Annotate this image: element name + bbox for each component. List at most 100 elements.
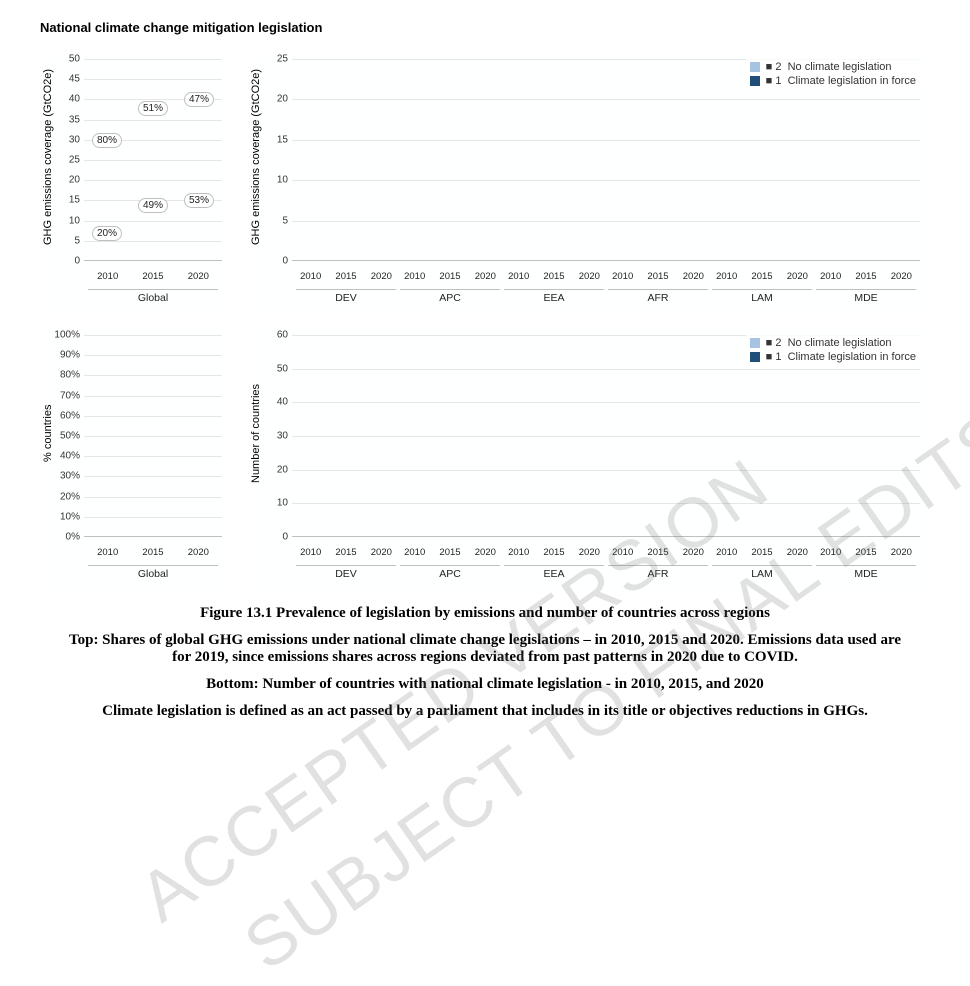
caption-line-3: Bottom: Number of countries with nationa…	[60, 676, 910, 693]
y-tick-label: 40	[277, 397, 288, 408]
y-tick-label: 100%	[54, 330, 80, 341]
bar-annotation: 80%	[92, 133, 122, 148]
x-tick-label: 2020	[887, 547, 916, 563]
region-label: DEV	[296, 289, 396, 307]
region-label: MDE	[816, 565, 916, 583]
x-tick-label: 2015	[851, 271, 880, 287]
bar-annotation: 49%	[138, 198, 168, 213]
region-label: APC	[400, 289, 500, 307]
y-tick-label: 70%	[60, 390, 80, 401]
region-label: LAM	[712, 565, 812, 583]
y-axis-label: GHG emissions coverage (GtCO2e)	[42, 53, 56, 261]
x-tick-label: 2015	[539, 271, 568, 287]
region-label: AFR	[608, 565, 708, 583]
x-tick-label: 2020	[679, 547, 708, 563]
y-tick-label: 50%	[60, 431, 80, 442]
x-tick-label: 2015	[747, 271, 776, 287]
y-tick-label: 0	[74, 256, 80, 267]
y-tick-label: 30	[69, 134, 80, 145]
y-axis-label: % countries	[42, 329, 56, 537]
x-tick-label: 2015	[435, 547, 464, 563]
region-label: Global	[88, 289, 218, 307]
region-label: DEV	[296, 565, 396, 583]
caption-line-1: Figure 13.1 Prevalence of legislation by…	[60, 605, 910, 622]
y-tick-label: 90%	[60, 350, 80, 361]
y-tick-label: 10	[277, 175, 288, 186]
region-label: AFR	[608, 289, 708, 307]
figure-caption: Figure 13.1 Prevalence of legislation by…	[40, 605, 930, 720]
x-tick-label: 2020	[783, 271, 812, 287]
region-label: MDE	[816, 289, 916, 307]
x-tick-label: 2020	[471, 547, 500, 563]
region-label: LAM	[712, 289, 812, 307]
x-tick-label: 2010	[504, 547, 533, 563]
y-tick-label: 40%	[60, 451, 80, 462]
x-tick-label: 2010	[608, 271, 637, 287]
bar-annotation: 47%	[184, 92, 214, 107]
x-tick-label: 2010	[816, 547, 845, 563]
y-tick-label: 20%	[60, 491, 80, 502]
chart-legend: ■ 2 No climate legislation■ 1 Climate le…	[746, 335, 920, 367]
y-tick-label: 50	[277, 363, 288, 374]
region-label: EEA	[504, 289, 604, 307]
x-tick-label: 2020	[179, 547, 218, 563]
y-tick-label: 30	[277, 431, 288, 442]
x-tick-label: 2015	[747, 547, 776, 563]
x-tick-label: 2010	[712, 547, 741, 563]
x-tick-label: 2015	[643, 271, 672, 287]
figure-title: National climate change mitigation legis…	[40, 20, 930, 35]
y-tick-label: 10	[69, 215, 80, 226]
y-axis-label: Number of countries	[250, 329, 264, 537]
x-tick-label: 2015	[539, 547, 568, 563]
bottom-row: % countries0%10%20%30%40%50%60%70%80%90%…	[40, 329, 930, 589]
x-tick-label: 2015	[133, 547, 172, 563]
y-tick-label: 20	[69, 175, 80, 186]
x-tick-label: 2010	[88, 547, 127, 563]
x-tick-label: 2010	[712, 271, 741, 287]
x-tick-label: 2015	[331, 271, 360, 287]
caption-line-2: Top: Shares of global GHG emissions unde…	[60, 632, 910, 666]
y-tick-label: 15	[277, 134, 288, 145]
x-tick-label: 2020	[367, 547, 396, 563]
y-tick-label: 10%	[60, 511, 80, 522]
x-tick-label: 2010	[608, 547, 637, 563]
y-tick-label: 20	[277, 464, 288, 475]
x-tick-label: 2020	[887, 271, 916, 287]
y-tick-label: 45	[69, 74, 80, 85]
x-tick-label: 2015	[643, 547, 672, 563]
y-tick-label: 10	[277, 498, 288, 509]
x-tick-label: 2020	[575, 547, 604, 563]
x-tick-label: 2010	[296, 271, 325, 287]
y-axis-label: GHG emissions coverage (GtCO2e)	[250, 53, 264, 261]
x-tick-label: 2020	[783, 547, 812, 563]
y-tick-label: 30%	[60, 471, 80, 482]
y-tick-label: 5	[74, 235, 80, 246]
bar-annotation: 51%	[138, 101, 168, 116]
panel-emissions-regions: GHG emissions coverage (GtCO2e)051015202…	[248, 53, 928, 313]
x-tick-label: 2020	[367, 271, 396, 287]
x-tick-label: 2020	[179, 271, 218, 287]
x-tick-label: 2010	[504, 271, 533, 287]
x-tick-label: 2020	[679, 271, 708, 287]
x-tick-label: 2015	[851, 547, 880, 563]
x-tick-label: 2020	[575, 271, 604, 287]
panel-emissions-global: GHG emissions coverage (GtCO2e)051015202…	[40, 53, 230, 313]
x-tick-label: 2010	[296, 547, 325, 563]
y-tick-label: 0	[282, 256, 288, 267]
y-tick-label: 15	[69, 195, 80, 206]
bar-annotation: 20%	[92, 226, 122, 241]
x-tick-label: 2010	[816, 271, 845, 287]
x-tick-label: 2015	[133, 271, 172, 287]
y-tick-label: 25	[69, 155, 80, 166]
y-tick-label: 50	[69, 54, 80, 65]
y-tick-label: 25	[277, 54, 288, 65]
x-tick-label: 2015	[435, 271, 464, 287]
y-tick-label: 60	[277, 330, 288, 341]
region-label: Global	[88, 565, 218, 583]
y-tick-label: 0	[282, 532, 288, 543]
x-tick-label: 2010	[400, 271, 429, 287]
x-tick-label: 2020	[471, 271, 500, 287]
panel-countries-num-regions: Number of countries 0 10 20 30 40 50 60 ■ 2 No c…	[248, 329, 928, 589]
top-row: GHG emissions coverage (GtCO2e)051015202…	[40, 53, 930, 313]
x-tick-label: 2015	[331, 547, 360, 563]
